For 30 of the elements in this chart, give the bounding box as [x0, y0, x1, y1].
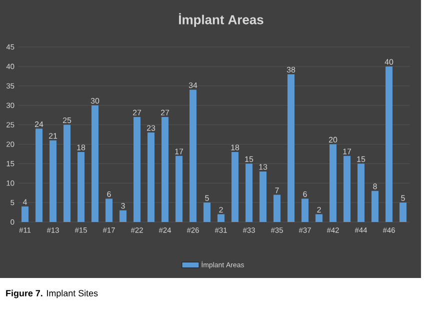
bar — [36, 128, 43, 222]
bar — [78, 152, 85, 222]
bar — [190, 90, 197, 222]
bar — [288, 74, 295, 222]
bar — [246, 164, 253, 222]
chart-title: İmplant Areas — [179, 13, 264, 27]
bar — [330, 144, 337, 222]
bar — [134, 117, 141, 222]
bar — [120, 210, 127, 222]
bar — [204, 202, 211, 222]
bar — [274, 194, 281, 222]
bar — [106, 198, 113, 222]
bar — [344, 156, 351, 222]
bar — [386, 66, 393, 222]
bar — [176, 156, 183, 222]
bar — [316, 214, 323, 222]
bar — [64, 124, 71, 222]
bar — [92, 105, 99, 222]
bar — [218, 214, 225, 222]
text: Figure 7. Implant Sites — [6, 290, 98, 298]
bar — [400, 202, 407, 222]
bar — [50, 140, 57, 222]
bar — [232, 152, 239, 222]
bar — [22, 206, 29, 222]
bar — [260, 171, 267, 222]
bar — [302, 198, 309, 222]
bar — [358, 164, 365, 222]
bar — [148, 132, 155, 222]
bar — [372, 190, 379, 222]
bar — [162, 117, 169, 222]
